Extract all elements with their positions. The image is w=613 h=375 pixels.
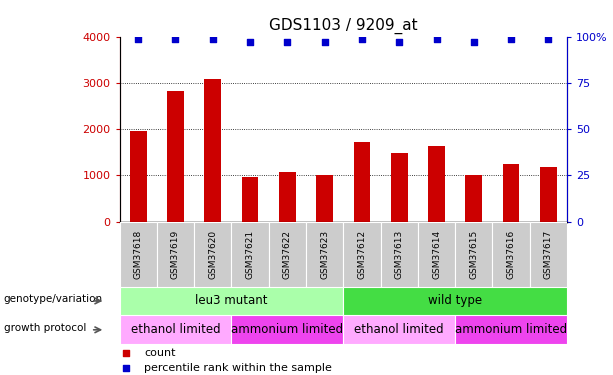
Text: genotype/variation: genotype/variation: [4, 294, 103, 304]
Text: growth protocol: growth protocol: [4, 323, 86, 333]
Bar: [381, 222, 418, 286]
Bar: [343, 315, 455, 344]
Bar: [354, 142, 370, 222]
Bar: [231, 315, 343, 344]
Text: wild type: wild type: [428, 294, 482, 307]
Text: GSM37617: GSM37617: [544, 230, 553, 279]
Point: [208, 36, 218, 42]
Text: percentile rank within the sample: percentile rank within the sample: [144, 363, 332, 373]
Point: [245, 39, 255, 45]
Text: leu3 mutant: leu3 mutant: [195, 294, 268, 307]
Bar: [455, 315, 567, 344]
Bar: [194, 222, 232, 286]
Bar: [428, 146, 445, 222]
Text: ethanol limited: ethanol limited: [131, 323, 220, 336]
Bar: [279, 172, 295, 222]
Text: GSM37618: GSM37618: [134, 230, 143, 279]
Bar: [316, 176, 333, 222]
Point: [506, 36, 516, 42]
Bar: [455, 222, 492, 286]
Bar: [540, 167, 557, 222]
Point: [394, 39, 404, 45]
Bar: [120, 222, 157, 286]
Bar: [465, 175, 482, 222]
Bar: [242, 177, 259, 222]
Point: [170, 36, 180, 42]
Bar: [492, 222, 530, 286]
Bar: [343, 222, 381, 286]
Bar: [343, 286, 567, 315]
Title: GDS1103 / 9209_at: GDS1103 / 9209_at: [269, 18, 417, 34]
Text: ethanol limited: ethanol limited: [354, 323, 444, 336]
Bar: [503, 164, 519, 222]
Point: [544, 36, 554, 42]
Text: GSM37614: GSM37614: [432, 230, 441, 279]
Bar: [120, 315, 231, 344]
Text: GSM37612: GSM37612: [357, 230, 367, 279]
Text: ammonium limited: ammonium limited: [231, 323, 343, 336]
Point: [121, 350, 131, 356]
Bar: [530, 222, 567, 286]
Bar: [391, 153, 408, 222]
Text: GSM37616: GSM37616: [506, 230, 516, 279]
Point: [432, 36, 441, 42]
Text: GSM37620: GSM37620: [208, 230, 217, 279]
Bar: [418, 222, 455, 286]
Bar: [306, 222, 343, 286]
Text: GSM37613: GSM37613: [395, 230, 404, 279]
Bar: [268, 222, 306, 286]
Text: ammonium limited: ammonium limited: [455, 323, 567, 336]
Point: [133, 36, 143, 42]
Bar: [204, 79, 221, 222]
Bar: [120, 286, 343, 315]
Point: [121, 365, 131, 371]
Text: GSM37622: GSM37622: [283, 230, 292, 279]
Bar: [167, 91, 184, 222]
Point: [469, 39, 479, 45]
Bar: [231, 222, 268, 286]
Point: [320, 39, 330, 45]
Text: GSM37619: GSM37619: [171, 230, 180, 279]
Point: [357, 36, 367, 42]
Point: [283, 39, 292, 45]
Text: count: count: [144, 348, 175, 358]
Text: GSM37615: GSM37615: [470, 230, 478, 279]
Text: GSM37621: GSM37621: [246, 230, 254, 279]
Bar: [157, 222, 194, 286]
Bar: [130, 132, 147, 222]
Text: GSM37623: GSM37623: [320, 230, 329, 279]
